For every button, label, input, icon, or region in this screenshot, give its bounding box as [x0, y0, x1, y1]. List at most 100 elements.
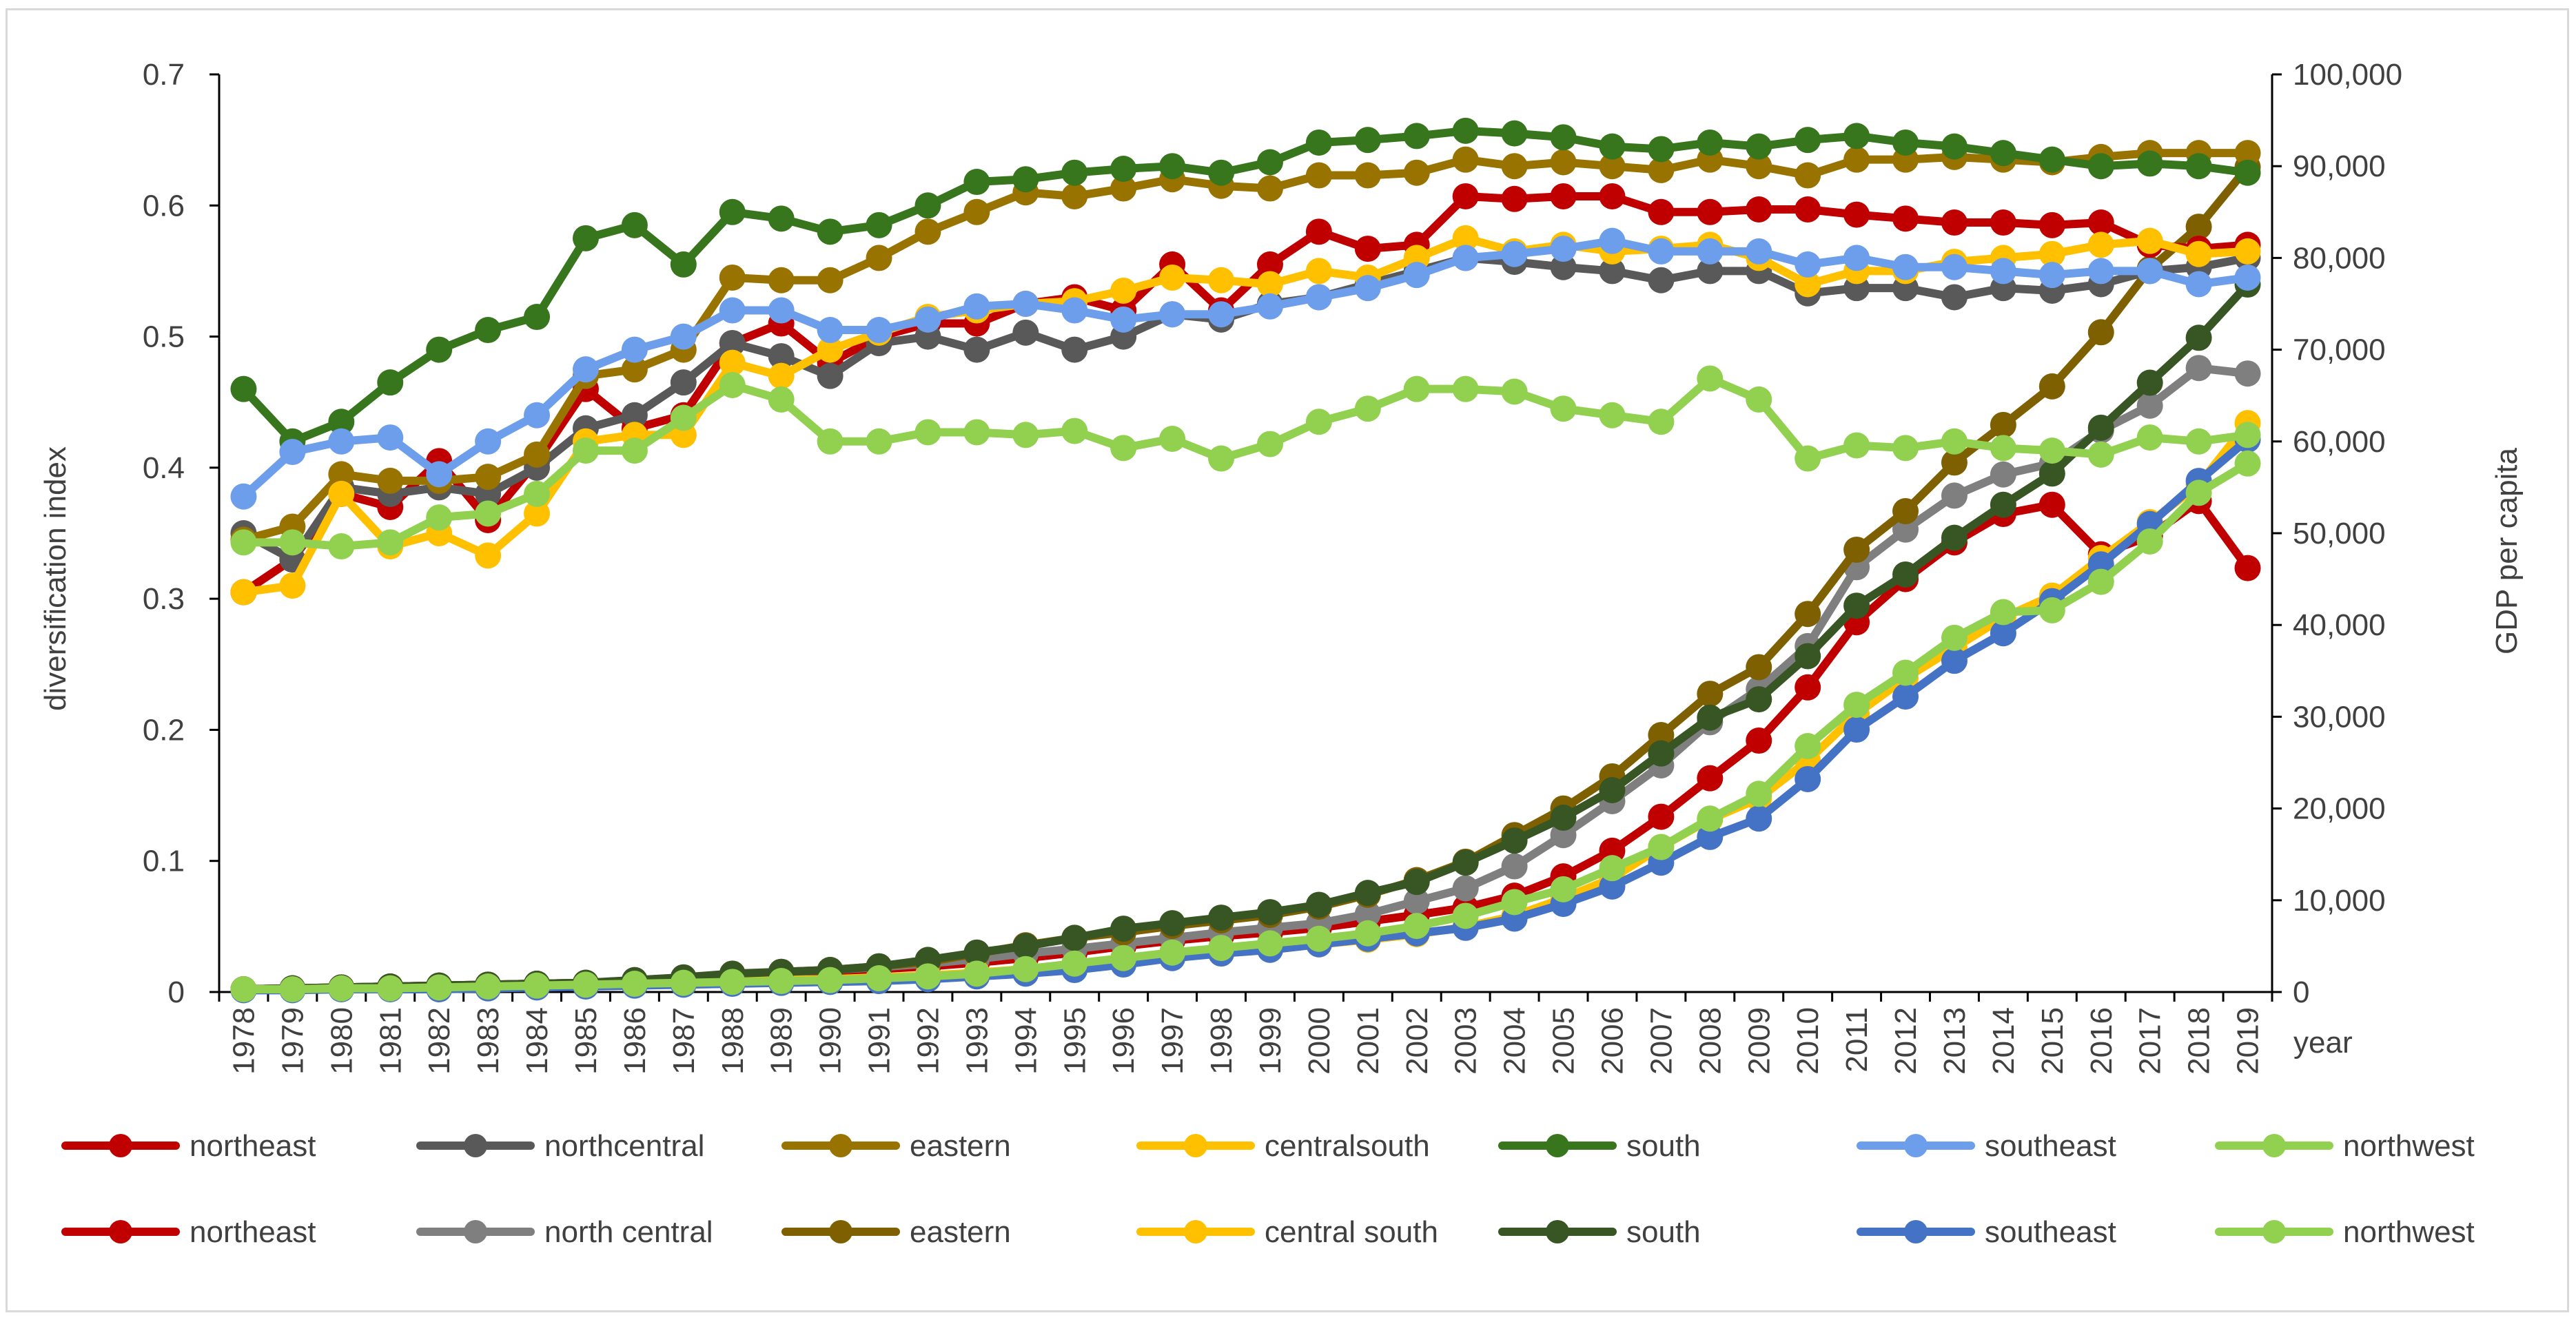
data-point	[1941, 133, 1967, 160]
data-point	[1256, 271, 1283, 298]
data-point	[2087, 231, 2114, 258]
data-point	[1403, 262, 1430, 289]
data-point	[2234, 555, 2261, 581]
x-tick-label: 1995	[1058, 1007, 1092, 1075]
data-point	[1843, 692, 1870, 719]
data-point	[1599, 153, 1626, 180]
data-point	[1110, 306, 1137, 333]
legend: northeast northcentral eastern centralsouth…	[61, 1129, 2475, 1249]
data-point	[1892, 659, 1919, 686]
data-point	[1452, 902, 1479, 929]
data-point	[1941, 624, 1967, 651]
x-tick-label: 1986	[618, 1007, 652, 1075]
y-tick-label: 0.6	[143, 189, 185, 223]
data-point	[963, 939, 990, 966]
x-tick-label: 2007	[1644, 1007, 1678, 1075]
legend-marker	[109, 1220, 132, 1243]
data-point	[1354, 395, 1381, 422]
data-point	[2185, 214, 2212, 240]
data-point	[1550, 236, 1577, 262]
data-point	[1305, 258, 1332, 285]
data-point	[1452, 225, 1479, 251]
x-tick-label: 1993	[960, 1007, 994, 1075]
x-tick-label: 1999	[1254, 1007, 1287, 1075]
data-point	[1843, 201, 1870, 228]
legend-label: south	[1626, 1129, 1701, 1163]
data-point	[426, 461, 453, 488]
series-layer	[230, 117, 2261, 1004]
data-point	[1159, 301, 1186, 328]
x-tick-label: 1987	[667, 1007, 701, 1075]
data-point	[2136, 392, 2163, 419]
x-tick-label: 2015	[2036, 1007, 2069, 1075]
data-point	[1892, 561, 1919, 588]
data-point	[1012, 319, 1039, 346]
data-point	[1941, 449, 1967, 476]
data-point	[1159, 264, 1186, 291]
data-point	[1795, 445, 1821, 472]
legend-marker	[464, 1220, 487, 1243]
data-point	[1795, 271, 1821, 298]
x-tick-label: 1984	[520, 1007, 554, 1075]
data-point	[963, 419, 990, 446]
legend-label: northwest	[2343, 1215, 2475, 1249]
data-point	[2185, 428, 2212, 455]
data-point	[1892, 435, 1919, 462]
data-point	[524, 500, 551, 527]
data-point	[1452, 245, 1479, 271]
data-point	[1208, 267, 1235, 293]
data-point	[2234, 360, 2261, 387]
data-point	[1354, 880, 1381, 907]
legend-item-gdp-eastern: eastern	[781, 1215, 1011, 1249]
data-point	[1941, 209, 1967, 236]
data-point	[670, 323, 697, 350]
data-point	[1892, 683, 1919, 710]
data-point	[1795, 765, 1821, 792]
x-tick-label: 1983	[471, 1007, 505, 1075]
data-point	[2087, 319, 2114, 346]
data-point	[1599, 776, 1626, 803]
data-point	[2038, 437, 2065, 464]
data-point	[475, 428, 502, 455]
data-point	[963, 169, 990, 196]
data-point	[2136, 424, 2163, 451]
data-point	[1012, 956, 1039, 982]
data-point	[768, 297, 795, 324]
series-diversification-southeast	[230, 227, 2261, 510]
data-point	[1599, 258, 1626, 285]
data-point	[1843, 716, 1870, 743]
data-point	[1746, 386, 1772, 413]
data-point	[1012, 422, 1039, 448]
data-point	[377, 975, 404, 1002]
data-point	[1501, 827, 1528, 854]
data-point	[1843, 432, 1870, 459]
data-point	[279, 529, 306, 556]
data-point	[1746, 686, 1772, 713]
data-point	[1110, 435, 1137, 462]
data-point	[1110, 156, 1137, 183]
data-point	[1746, 727, 1772, 754]
y2-tick-label: 40,000	[2293, 608, 2386, 642]
data-point	[1354, 127, 1381, 154]
legend-marker	[1904, 1220, 1928, 1243]
data-point	[1648, 722, 1675, 749]
data-point	[1795, 162, 1821, 189]
legend-label: eastern	[910, 1129, 1011, 1163]
data-point	[1403, 375, 1430, 402]
data-point	[768, 386, 795, 413]
data-point	[670, 404, 697, 431]
x-tick-label: 1980	[325, 1007, 358, 1075]
data-point	[524, 304, 551, 331]
data-point	[1746, 238, 1772, 265]
data-point	[1110, 277, 1137, 304]
data-point	[1697, 823, 1724, 850]
data-point	[1648, 156, 1675, 183]
data-point	[963, 336, 990, 363]
x-tick-label: 2004	[1498, 1007, 1532, 1075]
data-point	[279, 976, 306, 1003]
data-point	[914, 192, 941, 219]
data-point	[2136, 369, 2163, 396]
data-point	[2087, 568, 2114, 595]
data-point	[475, 317, 502, 344]
